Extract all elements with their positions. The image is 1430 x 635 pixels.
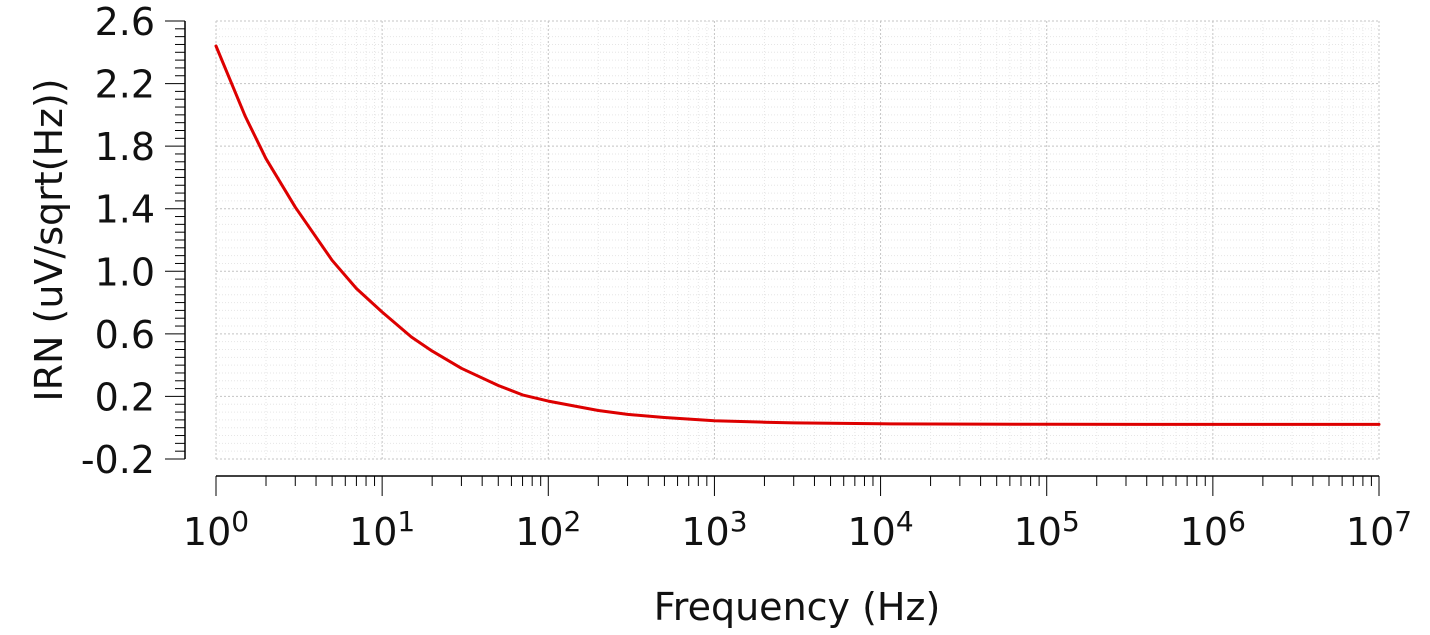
x-tick-base: 10 [1346, 510, 1394, 554]
y-axis-label: IRN (uV/sqrt(Hz)) [27, 78, 71, 401]
x-tick-exponent: 1 [397, 505, 415, 538]
x-tick-base: 10 [1014, 510, 1062, 554]
x-tick-base: 10 [847, 510, 895, 554]
x-axis-label: Frequency (Hz) [654, 585, 941, 629]
grid-minor [216, 21, 1379, 459]
x-tick-label: 101 [349, 505, 415, 554]
x-tick-base: 10 [1180, 510, 1228, 554]
x-tick-label: 105 [1014, 505, 1080, 554]
x-tick-label: 102 [515, 505, 581, 554]
x-tick-label: 103 [681, 505, 747, 554]
series-layer [214, 44, 1381, 426]
y-tick-label: 0.6 [95, 313, 155, 357]
y-tick-label: -0.2 [81, 438, 155, 482]
y-tick-label: 1.4 [95, 188, 155, 232]
x-tick-exponent: 0 [231, 505, 249, 538]
y-tick-label: 1.0 [95, 250, 155, 294]
x-tick-exponent: 4 [896, 505, 914, 538]
y-tick-label: 2.2 [95, 63, 155, 107]
x-tick-label: 106 [1180, 505, 1246, 554]
y-axis: 2.6 2.2 1.8 1.4 1.0 0.6 0.2 -0.2 [81, 0, 186, 482]
x-tick-label: 107 [1346, 505, 1412, 554]
y-tick-label: 1.8 [95, 125, 155, 169]
x-tick-label: 100 [183, 505, 249, 554]
x-tick-label: 104 [847, 505, 913, 554]
grid-major [215, 20, 1380, 460]
x-tick-exponent: 2 [564, 505, 582, 538]
series-line [214, 44, 1381, 426]
x-tick-exponent: 5 [1062, 505, 1080, 538]
x-tick-base: 10 [349, 510, 397, 554]
y-tick-label: 0.2 [95, 375, 155, 419]
x-tick-base: 10 [183, 510, 231, 554]
y-tick-label: 2.6 [95, 0, 155, 44]
x-tick-exponent: 6 [1228, 505, 1246, 538]
x-axis: 100 101 102 103 104 105 106 107 [183, 475, 1412, 554]
x-tick-exponent: 7 [1394, 505, 1412, 538]
x-tick-base: 10 [681, 510, 729, 554]
x-tick-base: 10 [515, 510, 563, 554]
x-tick-exponent: 3 [730, 505, 748, 538]
